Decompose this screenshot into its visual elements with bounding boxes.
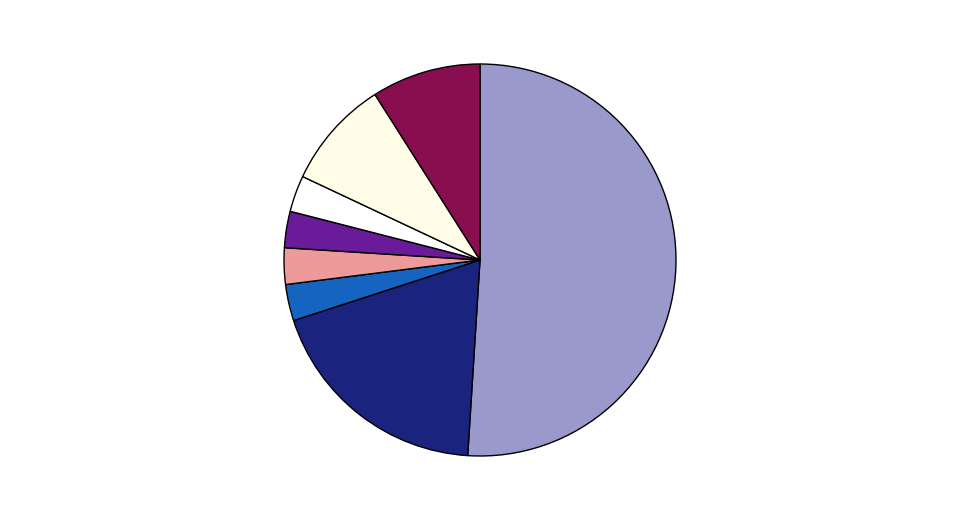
Wedge shape <box>284 248 480 284</box>
Wedge shape <box>285 260 480 320</box>
Wedge shape <box>290 177 480 260</box>
Wedge shape <box>468 64 676 456</box>
Wedge shape <box>294 260 480 456</box>
Wedge shape <box>375 64 480 260</box>
Wedge shape <box>302 95 480 260</box>
Wedge shape <box>284 211 480 260</box>
